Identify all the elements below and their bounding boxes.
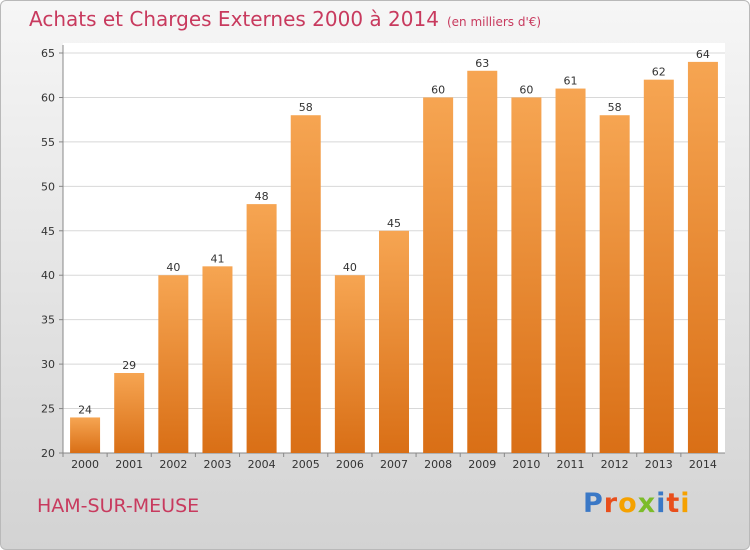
bar-2010: [511, 97, 542, 453]
bar-2001: [114, 373, 145, 453]
bar-2011: [555, 88, 586, 454]
bar-value-label: 63: [475, 57, 489, 70]
chart-title: Achats et Charges Externes 2000 à 2014 (e…: [29, 7, 542, 31]
chart-subtitle: (en milliers d'€): [446, 15, 542, 29]
logo-letter: t: [666, 488, 681, 519]
bar-2006: [334, 275, 365, 453]
y-tick-label: 50: [41, 180, 55, 193]
y-tick-label: 55: [41, 136, 55, 149]
bar-2014: [687, 61, 718, 454]
y-tick-label: 60: [41, 91, 55, 104]
bar-value-label: 58: [299, 101, 313, 114]
proxiti-logo: Proxiti: [583, 488, 691, 519]
bar-value-label: 64: [696, 48, 710, 61]
x-tick-label: 2003: [203, 458, 231, 471]
y-tick-label: 40: [41, 269, 55, 282]
x-tick-label: 2009: [468, 458, 496, 471]
bar-value-label: 40: [343, 261, 357, 274]
bar-value-label: 48: [255, 190, 269, 203]
bar-2009: [467, 70, 498, 454]
bar-value-label: 60: [519, 83, 533, 96]
bar-value-label: 29: [122, 359, 136, 372]
y-tick-label: 25: [41, 403, 55, 416]
bar-value-label: 61: [564, 75, 578, 88]
y-tick-label: 20: [41, 447, 55, 460]
logo-letter: i: [680, 488, 691, 519]
y-tick-label: 65: [41, 47, 55, 60]
bar-2003: [202, 266, 233, 453]
x-tick-label: 2001: [115, 458, 143, 471]
bar-2013: [643, 79, 674, 454]
y-tick-label: 35: [41, 314, 55, 327]
bar-2004: [246, 204, 277, 453]
x-axis: 2000 2001 2002 2003 2004 2005 2006 2007 2008 2009…: [62, 453, 717, 471]
logo-letter: r: [603, 488, 619, 519]
bar-value-label: 40: [166, 261, 180, 274]
bar-value-label: 24: [78, 403, 92, 416]
logo-letter: P: [583, 488, 604, 519]
y-tick-label: 45: [41, 225, 55, 238]
x-tick-label: 2010: [512, 458, 540, 471]
x-tick-label: 2007: [380, 458, 408, 471]
logo-letter: i: [656, 488, 667, 519]
y-tick-label: 30: [41, 358, 55, 371]
bar-chart: 20 25 30 35 40 45 50 55 60 65 24 29 40 41 48 58 40 45 60 6…: [41, 43, 725, 471]
commune-name: HAM-SUR-MEUSE: [37, 495, 200, 517]
x-tick-label: 2012: [601, 458, 629, 471]
bar-value-label: 60: [431, 83, 445, 96]
x-tick-label: 2005: [292, 458, 320, 471]
x-tick-label: 2002: [159, 458, 187, 471]
logo-letter: o: [618, 488, 638, 519]
bars: 24 29 40 41 48 58 40 45 60 63 60 61 58 62 64: [70, 48, 718, 454]
x-tick-label: 2013: [645, 458, 673, 471]
x-tick-label: 2008: [424, 458, 452, 471]
bar-2007: [379, 230, 409, 453]
x-tick-label: 2011: [557, 458, 585, 471]
bar-2012: [599, 115, 630, 453]
x-tick-label: 2014: [689, 458, 717, 471]
bar-value-label: 45: [387, 217, 401, 230]
x-tick-label: 2006: [336, 458, 364, 471]
bar-value-label: 58: [608, 101, 622, 114]
bar-value-label: 62: [652, 66, 666, 79]
bar-value-label: 41: [210, 252, 224, 265]
bar-2008: [423, 97, 454, 453]
bar-2002: [158, 275, 189, 453]
bar-2000: [70, 417, 101, 453]
x-tick-label: 2004: [248, 458, 276, 471]
bar-2005: [290, 115, 321, 453]
x-tick-label: 2000: [71, 458, 99, 471]
logo-letter: x: [637, 488, 657, 519]
